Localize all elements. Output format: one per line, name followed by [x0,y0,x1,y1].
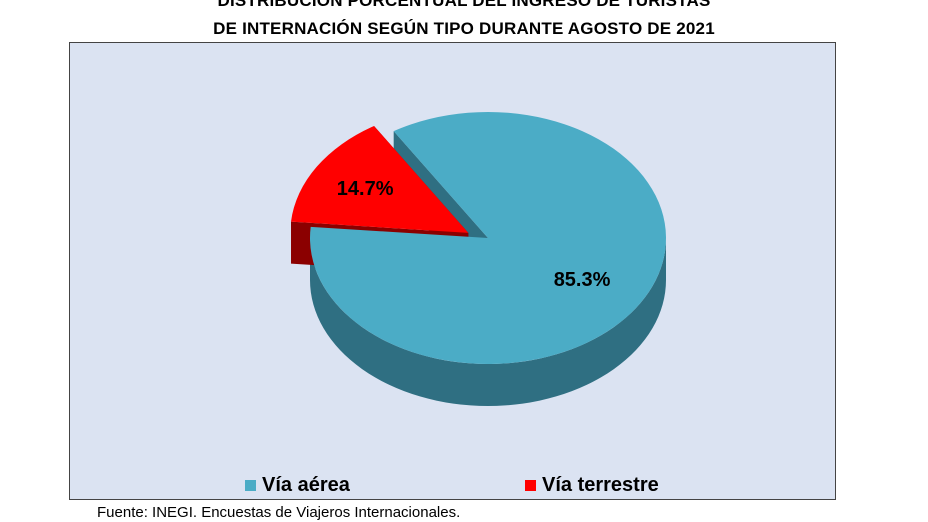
legend-swatch-via-aerea [245,480,256,491]
pie-side-0-0 [310,238,666,406]
data-label-0: 85.3% [554,269,611,291]
legend-label-via-terrestre: Vía terrestre [542,474,659,496]
legend-item-via-terrestre: Vía terrestre [525,474,659,497]
data-label-1: 14.7% [337,178,394,200]
legend-label-via-aerea: Vía aérea [262,474,350,496]
chart-title: DISTRIBUCIÓN PORCENTUAL DEL INGRESO DE T… [217,0,711,10]
legend-item-via-aerea: Vía aérea [245,474,350,497]
pie-slice-v-a-a-rea [310,112,667,364]
chart-subtitle: DE INTERNACIÓN SEGÚN TIPO DURANTE AGOSTO… [213,19,715,38]
legend-swatch-via-terrestre [525,480,536,491]
source-note: Fuente: INEGI. Encuestas de Viajeros Int… [97,504,461,521]
pie-slice-v-a-terrestre [291,125,469,233]
